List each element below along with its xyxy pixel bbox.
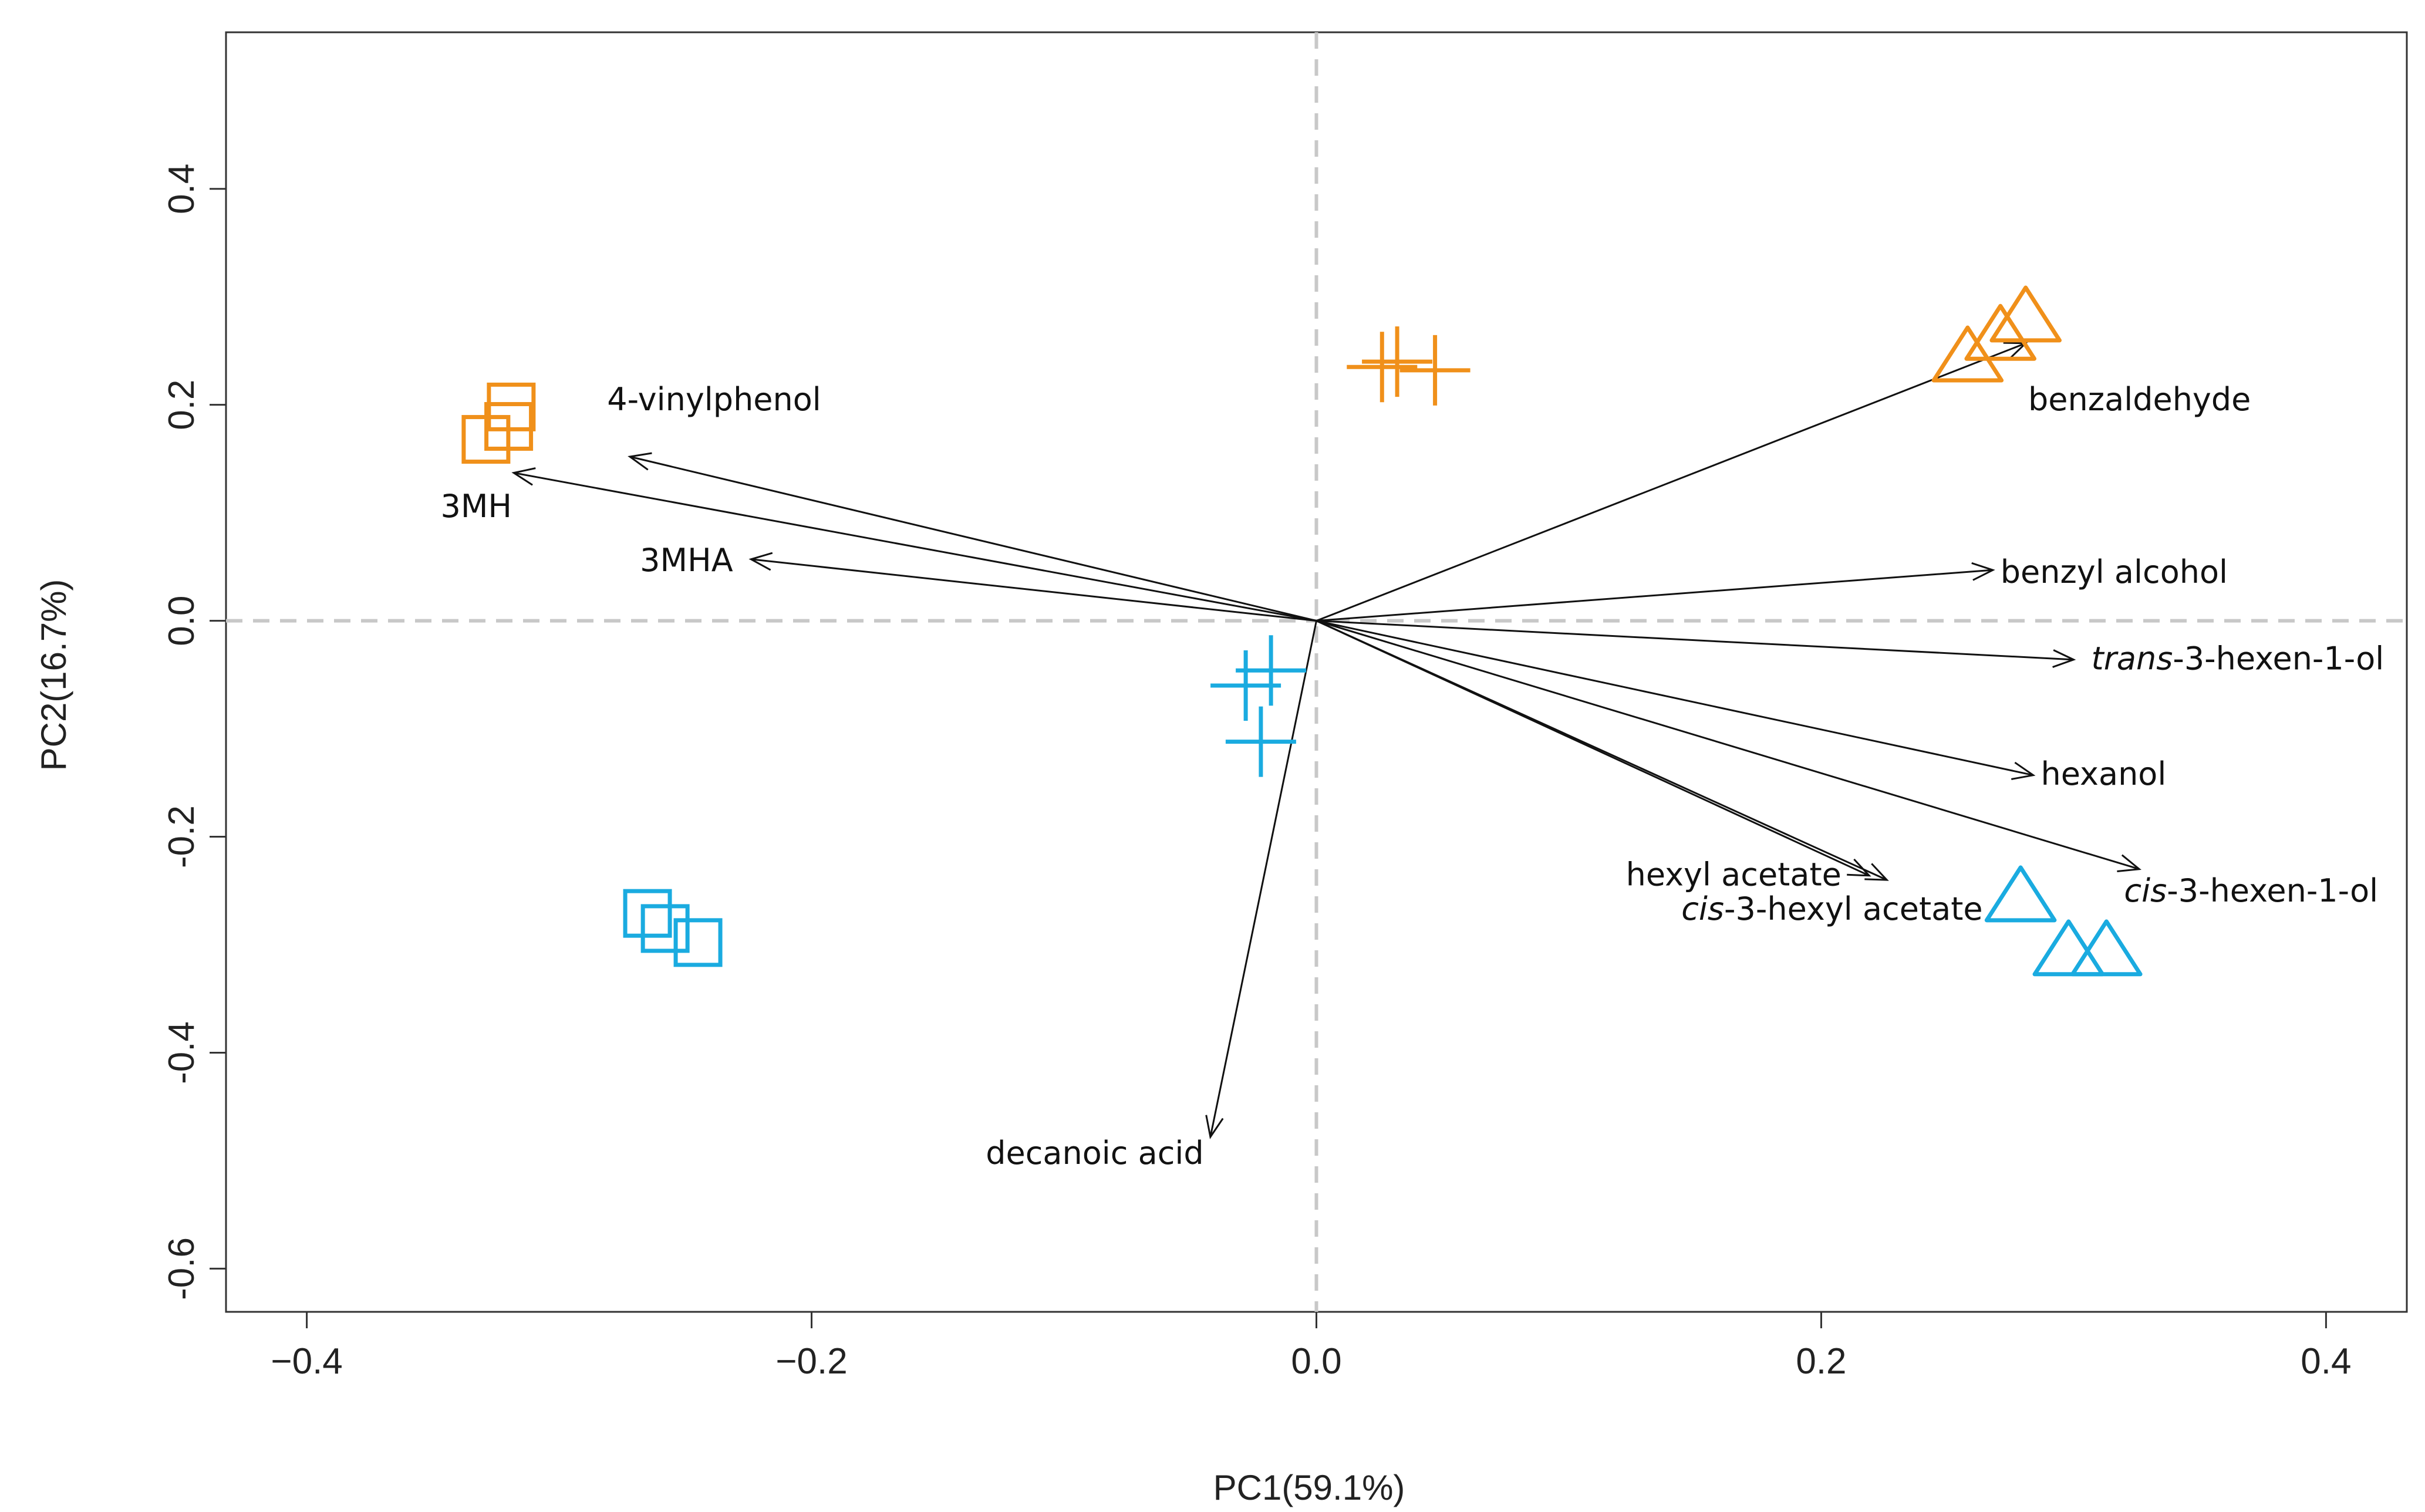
label-text: benzyl alcohol (2001, 554, 2228, 590)
loading-arrow-trans-3-hexen-1-ol (1316, 620, 2076, 668)
y-tick-label: 0.4 (161, 164, 202, 214)
arrow-head (748, 552, 773, 571)
blue-square-point (640, 904, 690, 953)
loading-arrow-benzyl-alcohol (1316, 562, 1995, 622)
orange-plus-point (1362, 326, 1433, 397)
label-text: -3-hexen-1-ol (2173, 640, 2384, 677)
reference-lines-layer (226, 32, 2407, 1312)
blue-plus-point (1210, 650, 1281, 721)
loading-arrow-decanoic-acid (1205, 620, 1317, 1139)
x-tick-label: −0.4 (271, 1341, 342, 1382)
arrow-head (1205, 1115, 1224, 1139)
arrow-shaft (1209, 620, 1317, 1138)
score-points-layer (461, 285, 2143, 977)
series-orange-square (461, 382, 536, 464)
label-text: 3MHA (640, 542, 733, 579)
y-tick-label: -0.4 (161, 1021, 202, 1084)
x-tick-label: 0.2 (1796, 1341, 1846, 1382)
arrow-shaft (1316, 569, 1993, 622)
loading-labels-layer: 4-vinylphenol 3MH 3MHA benzaldehyde benzyl a… (440, 381, 2384, 1172)
label-text: -3-hexyl acetate (1724, 890, 1983, 927)
loading-label-3MH: 3MH (440, 488, 512, 525)
label-italic-prefix: trans (2092, 640, 2173, 677)
blue-square-point (623, 889, 672, 938)
series-blue-triangle (1984, 865, 2143, 977)
arrow-head (1864, 863, 1889, 881)
arrow-head (511, 467, 536, 486)
arrow-shaft (1316, 620, 2033, 777)
blue-triangle-point (2032, 919, 2105, 977)
arrow-head (628, 452, 652, 471)
y-axis-title: PC2(16.7%) (34, 579, 73, 771)
label-italic-prefix: cis (1681, 890, 1724, 927)
loading-label-benzaldehyde: benzaldehyde (2028, 381, 2251, 418)
label-italic-prefix: cis (2124, 872, 2167, 909)
orange-square-point (487, 382, 536, 431)
arrow-head (1847, 858, 1871, 877)
loading-label-3MHA: 3MHA (640, 542, 733, 579)
arrow-head (2052, 649, 2076, 668)
loading-arrows-layer (511, 342, 2141, 1139)
label-text: decanoic acid (986, 1135, 1203, 1172)
orange-plus-point (1347, 332, 1418, 403)
arrow-head (2117, 854, 2141, 873)
orange-triangle-point (1931, 325, 2004, 383)
loading-arrow-hexanol (1316, 620, 2036, 780)
loading-label-hexanol: hexanol (2041, 755, 2167, 792)
series-orange-plus (1347, 326, 1470, 406)
arrow-shaft (629, 455, 1317, 622)
y-tick-label: 0.0 (161, 596, 202, 646)
orange-triangle-point (1964, 303, 2036, 361)
axes-layer: −0.4 −0.2 0.0 0.2 0.4 -0.6 -0.4 -0.2 0.0 0.2 0.4 (161, 164, 2352, 1382)
loading-arrow-benzaldehyde (1316, 342, 2028, 622)
arrow-shaft (1316, 620, 2074, 661)
blue-plus-point (1225, 706, 1296, 777)
loading-label-cis-3-hexyl-acetate: cis-3-hexyl acetate (1681, 890, 1982, 927)
arrow-shaft (1316, 620, 2140, 870)
label-text: hexanol (2041, 755, 2167, 792)
arrow-shaft (1316, 342, 2026, 622)
loading-label-decanoic-acid: decanoic acid (986, 1135, 1203, 1172)
series-orange-triangle (1931, 285, 2062, 383)
label-text: 4-vinylphenol (607, 381, 821, 418)
x-tick-label: −0.2 (775, 1341, 847, 1382)
loading-arrow-4-vinylphenol (628, 452, 1317, 622)
x-tick-label: 0.0 (1291, 1341, 1341, 1382)
loading-label-trans-3-hexen-1-ol: trans-3-hexen-1-ol (2092, 640, 2384, 677)
arrow-shaft (513, 472, 1317, 622)
orange-plus-point (1399, 335, 1470, 406)
label-text: hexyl acetate (1626, 856, 1841, 893)
y-tick-label: -0.6 (161, 1237, 202, 1300)
x-axis-title: PC1(59.1%) (1213, 1468, 1405, 1507)
loading-arrow-cis-3-hexen-1-ol (1316, 620, 2141, 873)
x-tick-label: 0.4 (2301, 1341, 2351, 1382)
loading-label-4-vinylphenol: 4-vinylphenol (607, 381, 821, 418)
orange-square-point (461, 415, 511, 464)
arrow-shaft (751, 558, 1317, 622)
loading-label-hexyl-acetate: hexyl acetate (1626, 856, 1841, 893)
y-tick-label: 0.2 (161, 380, 202, 430)
loading-label-benzyl-alcohol: benzyl alcohol (2001, 554, 2228, 590)
orange-triangle-point (1989, 285, 2062, 343)
arrow-head (1971, 562, 1995, 581)
blue-square-point (673, 918, 723, 967)
loading-arrow-3MHA (748, 552, 1317, 622)
series-blue-square (623, 889, 723, 967)
arrow-shaft (1316, 620, 1887, 881)
label-text: benzaldehyde (2028, 381, 2251, 418)
blue-triangle-point (2070, 919, 2143, 977)
loading-arrow-cis-3-hexyl-acetate (1316, 620, 1889, 881)
series-blue-plus (1210, 635, 1307, 777)
label-text: -3-hexen-1-ol (2167, 872, 2378, 909)
loading-arrow-3MH (511, 467, 1317, 622)
loading-label-cis-3-hexen-1-ol: cis-3-hexen-1-ol (2124, 872, 2378, 909)
y-tick-label: -0.2 (161, 805, 202, 868)
blue-triangle-point (1984, 865, 2057, 923)
label-text: 3MH (440, 488, 512, 525)
arrow-head (2011, 761, 2036, 780)
